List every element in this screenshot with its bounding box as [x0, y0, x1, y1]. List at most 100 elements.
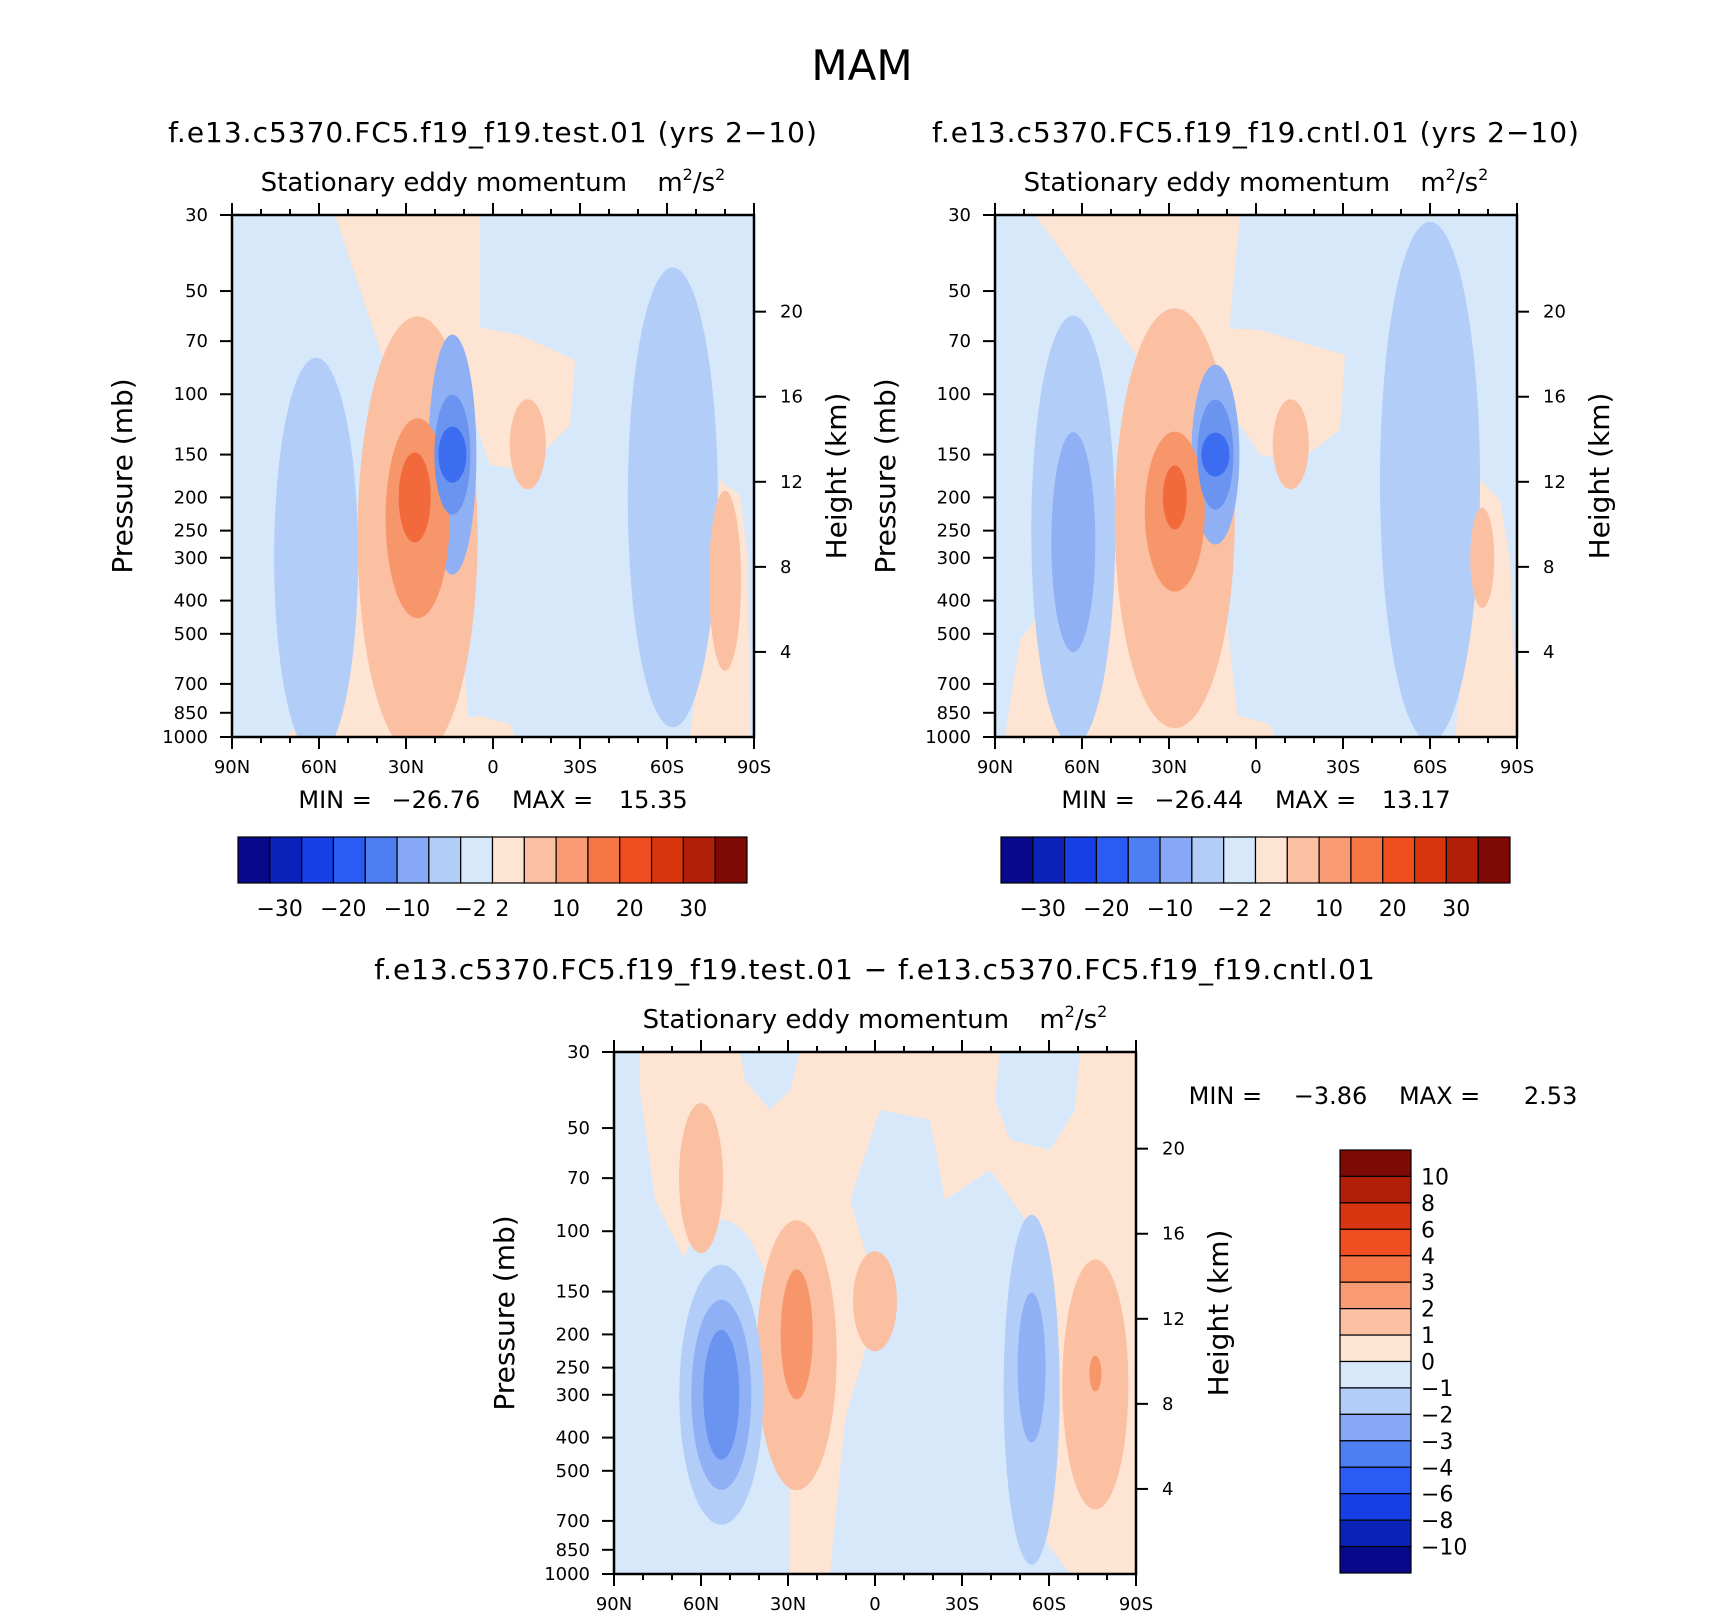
y-tick-label: 100 — [174, 384, 208, 405]
y-tick-label: 300 — [556, 1385, 590, 1406]
y2-tick-label: 8 — [1162, 1394, 1173, 1415]
y-tick-label: 1000 — [925, 727, 971, 748]
y-tick-label: 500 — [937, 624, 971, 645]
case-title: f.e13.c5370.FC5.f19_f19.test.01 − f.e13.… — [374, 953, 1376, 986]
colorbar-label: 2 — [1421, 1298, 1435, 1323]
x-tick-label: 90S — [1500, 757, 1534, 778]
feature — [709, 491, 741, 671]
colorbar-label: 10 — [1421, 1165, 1449, 1190]
feature — [853, 1251, 897, 1351]
contour-field — [614, 1052, 1136, 1574]
y-tick-label: 850 — [174, 703, 208, 724]
y2-tick-label: 4 — [780, 642, 791, 663]
x-tick-label: 30S — [563, 757, 597, 778]
x-tick-label: 60N — [683, 1594, 719, 1611]
y-tick-label: 30 — [948, 205, 971, 226]
y-tick-label: 70 — [567, 1168, 590, 1189]
colorbar-label: −10 — [1147, 897, 1193, 922]
feature — [703, 1330, 739, 1460]
x-tick-label: 0 — [1250, 757, 1261, 778]
x-tick-label: 60S — [1032, 1594, 1066, 1611]
y2-tick-label: 8 — [780, 557, 791, 578]
plot-title-text: Stationary eddy momentum — [643, 1005, 1009, 1035]
feature — [1380, 222, 1480, 742]
y-tick-label: 50 — [185, 281, 208, 302]
y-tick-label: 150 — [556, 1282, 590, 1303]
y-tick-label: 200 — [937, 487, 971, 508]
y-tick-label: 1000 — [544, 1564, 590, 1585]
colorbar-label: −10 — [1421, 1536, 1467, 1561]
x-tick-label: 60S — [1413, 757, 1447, 778]
y2-tick-label: 4 — [1162, 1479, 1173, 1500]
colorbar-label: 10 — [552, 897, 580, 922]
feature — [1089, 1356, 1101, 1392]
colorbar-label: −2 — [454, 897, 486, 922]
y-tick-label: 200 — [174, 487, 208, 508]
feature — [1018, 1293, 1046, 1443]
min-value: −3.86 — [1294, 1082, 1368, 1110]
min-value: −26.44 — [1154, 786, 1243, 814]
plot-title-text: Stationary eddy momentum — [1024, 168, 1390, 198]
y-tick-label: 250 — [937, 521, 971, 542]
feature — [679, 1103, 723, 1253]
min-label: MIN = — [298, 786, 371, 814]
y2-tick-label: 20 — [1162, 1139, 1185, 1160]
y-tick-label: 1000 — [162, 727, 208, 748]
max-value: 15.35 — [619, 786, 688, 814]
colorbar-label: 4 — [1421, 1245, 1435, 1270]
y2-tick-label: 16 — [780, 387, 803, 408]
units-base: m — [657, 168, 682, 198]
colorbar-label: −6 — [1421, 1483, 1453, 1508]
y-tick-label: 50 — [567, 1118, 590, 1139]
y2-tick-label: 12 — [1162, 1309, 1185, 1330]
y2-tick-label: 16 — [1162, 1224, 1185, 1245]
units-exp: 2 — [1446, 165, 1456, 184]
x-tick-label: 30N — [388, 757, 424, 778]
feature — [1273, 399, 1309, 489]
colorbar-label: 3 — [1421, 1271, 1435, 1296]
y2-tick-label: 12 — [780, 472, 803, 493]
y-tick-label: 50 — [948, 281, 971, 302]
x-tick-label: 30N — [770, 1594, 806, 1611]
y-axis-label: Pressure (mb) — [106, 378, 139, 573]
colorbar-label: −20 — [1083, 897, 1129, 922]
y-tick-label: 250 — [556, 1358, 590, 1379]
x-tick-label: 30N — [1151, 757, 1187, 778]
colorbar-label: −20 — [320, 897, 366, 922]
max-label: MAX = — [1275, 786, 1356, 814]
colorbar — [238, 837, 747, 883]
colorbar-label: 30 — [1442, 897, 1470, 922]
y-tick-label: 700 — [174, 674, 208, 695]
colorbar-label: −2 — [1421, 1403, 1453, 1428]
feature — [1470, 508, 1494, 608]
y2-tick-label: 20 — [1543, 302, 1566, 323]
min-value: −26.76 — [391, 786, 480, 814]
y-tick-label: 400 — [937, 591, 971, 612]
units-sep: /s — [693, 168, 715, 198]
y-tick-label: 150 — [174, 445, 208, 466]
y-tick-label: 700 — [556, 1511, 590, 1532]
colorbar-label: 20 — [1379, 897, 1407, 922]
y-tick-label: 700 — [937, 674, 971, 695]
x-tick-label: 90N — [977, 757, 1013, 778]
y-tick-label: 400 — [174, 591, 208, 612]
feature — [399, 452, 431, 542]
colorbar-labels: −30 −20 −10 −2 2 10 20 30 — [1019, 897, 1470, 922]
colorbar-label: 6 — [1421, 1218, 1435, 1243]
y-tick-label: 70 — [948, 331, 971, 352]
y-tick-label: 100 — [937, 384, 971, 405]
y-tick-label: 500 — [556, 1461, 590, 1482]
contour-field — [995, 215, 1517, 746]
colorbar-label: 10 — [1315, 897, 1343, 922]
season-title: MAM — [811, 41, 912, 90]
max-label: MAX = — [1399, 1082, 1480, 1110]
y-tick-label: 850 — [556, 1540, 590, 1561]
feature — [1051, 432, 1095, 652]
contour-field — [232, 215, 754, 758]
y-tick-label: 30 — [567, 1042, 590, 1063]
x-tick-label: 0 — [869, 1594, 880, 1611]
colorbar-label: −4 — [1421, 1456, 1453, 1481]
max-value: 2.53 — [1524, 1082, 1577, 1110]
x-tick-label: 30S — [1326, 757, 1360, 778]
case-title: f.e13.c5370.FC5.f19_f19.cntl.01 (yrs 2−1… — [932, 116, 1580, 149]
